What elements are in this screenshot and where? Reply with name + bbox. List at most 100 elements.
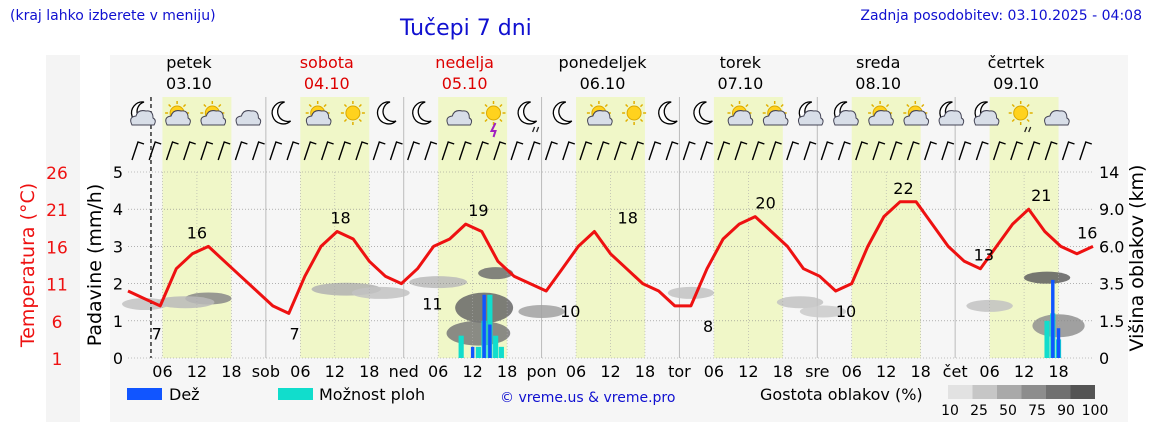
cloud-tick-label: 3.5 — [1099, 275, 1124, 294]
wind-barb — [734, 141, 748, 161]
shower-bar — [498, 346, 504, 358]
temp-tick-label: 21 — [46, 201, 68, 221]
sun-shape — [1013, 105, 1029, 121]
sun-ray — [625, 118, 629, 123]
hour-tick-label: 12 — [325, 362, 345, 381]
sun-ray — [1011, 118, 1015, 123]
wind-barb — [786, 141, 800, 161]
temperature-label: 18 — [618, 209, 638, 228]
day-date: 06.10 — [580, 74, 626, 93]
hour-tick-label: 06 — [704, 362, 724, 381]
cloud-patch — [966, 299, 1013, 312]
rain-legend-swatch — [127, 388, 162, 400]
raindrop — [1024, 126, 1028, 133]
rain-bar — [470, 346, 475, 358]
sun-ray — [323, 103, 327, 108]
temperature-label: 11 — [422, 295, 442, 314]
density-swatch — [997, 385, 1022, 399]
hour-tick-label: 18 — [221, 362, 241, 381]
sun-ray — [343, 118, 348, 123]
temperature-label: 19 — [468, 201, 488, 220]
temperature-label: 13 — [974, 246, 994, 265]
sun-ray — [182, 103, 187, 108]
day-date: 05.10 — [442, 74, 488, 93]
sun-ray — [730, 103, 734, 108]
temperature-label: 10 — [560, 302, 580, 321]
moon-shape — [376, 101, 397, 125]
wind-barb — [1044, 141, 1058, 161]
hour-tick-label: 06 — [842, 362, 862, 381]
sun-shape — [626, 105, 642, 121]
cloud-tick-label: 9.0 — [1099, 200, 1124, 219]
cloud-tick-label: 14 — [1099, 163, 1119, 182]
sun-ray — [639, 103, 644, 108]
sun-ray — [308, 103, 312, 108]
density-value: 75 — [1028, 403, 1046, 419]
cloud-patch — [446, 320, 511, 346]
wind-barb — [596, 141, 610, 161]
density-swatch — [948, 385, 973, 399]
moon-cloud-icon — [130, 101, 156, 126]
temperature-label: 22 — [893, 179, 913, 198]
sun-ray — [499, 118, 503, 123]
moon-shape — [271, 101, 292, 125]
wind-barb — [803, 141, 817, 161]
sun-cloud-icon — [200, 101, 227, 126]
wind-barb — [631, 141, 644, 161]
wind-barb — [148, 141, 162, 161]
wind-barb — [200, 141, 214, 161]
temp-tick-label: 16 — [46, 238, 68, 258]
wind-barb — [458, 141, 472, 161]
cloud-shape — [762, 110, 789, 126]
rain-bar — [1056, 328, 1061, 358]
rain-legend-label: Dež — [169, 385, 200, 404]
hour-tick-label: 18 — [1048, 362, 1068, 381]
density-value: 10 — [941, 403, 959, 419]
hour-tick-label: 06 — [290, 362, 310, 381]
moon-shape — [517, 101, 538, 125]
moon-shape — [693, 101, 713, 125]
day-name: torek — [720, 53, 762, 72]
precip-tick-label: 5 — [113, 163, 123, 182]
temperature-label: 18 — [330, 209, 350, 228]
sun-ray — [1011, 103, 1015, 108]
moon-cloud-icon — [797, 101, 824, 126]
daylight-band — [713, 97, 783, 358]
sun-ray — [484, 118, 488, 123]
moon-icon — [658, 101, 678, 125]
wind-barb — [269, 141, 283, 161]
wind-barb — [855, 141, 869, 161]
rain-bar — [1051, 279, 1055, 358]
cloud-patch — [122, 298, 169, 311]
wind-barb — [889, 141, 903, 161]
wind-barb — [579, 141, 593, 161]
temp-tick-label: 6 — [52, 313, 63, 333]
sun-cloud-icon — [586, 101, 613, 126]
cloud-patch — [351, 286, 410, 299]
density-value: 90 — [1057, 403, 1075, 419]
sun-cloud-icon — [868, 101, 894, 126]
cloud-patch — [156, 296, 215, 309]
sun-ray — [1026, 103, 1030, 108]
cloud-shape — [727, 110, 754, 126]
temperature-label: 8 — [703, 317, 713, 336]
showers-legend-swatch — [278, 388, 313, 400]
sun-ray — [1026, 118, 1030, 123]
sun-ray — [906, 103, 910, 108]
day-tick-label: čet — [943, 362, 968, 381]
temperature-label: 21 — [1031, 186, 1051, 205]
raindrop — [1028, 126, 1032, 133]
sun-cloud-icon — [762, 101, 789, 126]
daylight-band — [989, 97, 1059, 358]
cloud-patch — [518, 304, 565, 319]
wind-barb — [1061, 141, 1075, 161]
wind-barb — [217, 141, 231, 161]
wind-barb — [251, 141, 265, 161]
day-name: ponedeljek — [559, 53, 648, 72]
sun-cloud-icon — [165, 101, 191, 126]
cloud-tick-label: 6.0 — [1099, 237, 1124, 256]
wind-barb — [1010, 141, 1024, 161]
moon-cloud-icon — [938, 101, 965, 126]
density-value: 25 — [970, 403, 988, 419]
showers-legend-label: Možnost ploh — [319, 385, 425, 404]
